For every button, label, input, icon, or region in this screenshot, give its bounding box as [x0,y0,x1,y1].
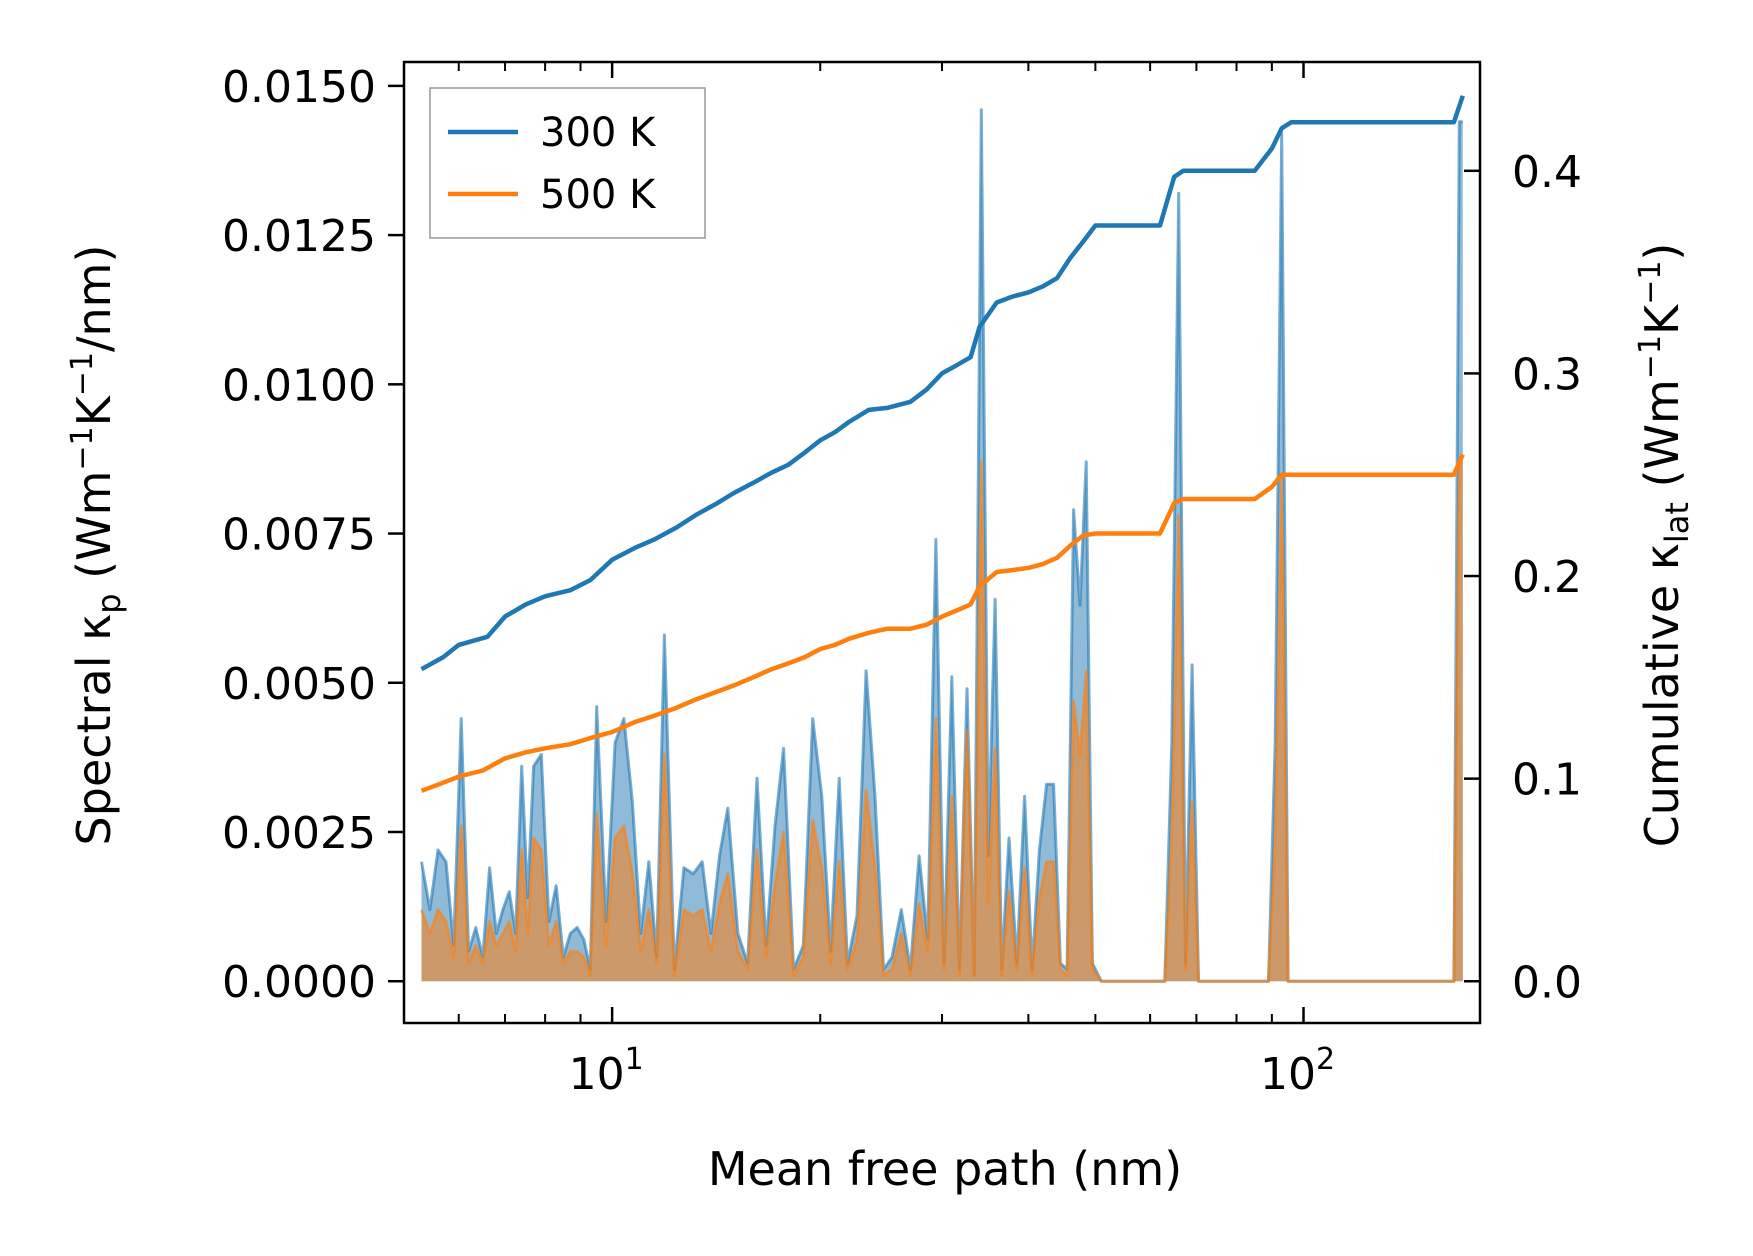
axes: 101 1020.00000.00250.00500.00750.01000.01… [222,60,1582,1100]
legend: 300 K 500 K [429,87,706,239]
x-tick-exponent: 1 [625,1042,644,1077]
spectral-line-1 [420,460,1463,983]
left-tick-label: 0.0075 [222,510,376,561]
left-tick-label: 0.0000 [222,957,376,1008]
left-tick-label: 0.0050 [222,659,376,710]
x-tick-label: 102 [1260,1042,1335,1100]
x-tick-base: 10 [569,1049,625,1100]
right-tick-label: 0.2 [1512,552,1582,603]
spectral-line-0 [420,108,1463,983]
x-tick-label: 101 [569,1042,644,1100]
right-tick-label: 0.0 [1512,957,1582,1008]
cumulative-line-0 [420,95,1465,672]
x-axis-title: Mean free path (nm) [708,1142,1182,1196]
x-tick-exponent: 2 [1316,1042,1335,1077]
right-tick-label: 0.3 [1512,349,1582,400]
legend-label-0: 300 K [540,110,657,156]
legend-box [429,87,706,239]
left-tick-label: 0.0125 [222,211,376,262]
plot-area [420,95,1465,983]
left-tick-label: 0.0150 [222,62,376,113]
right-tick-label: 0.4 [1512,147,1582,198]
right-axis-title: Cumulative κlat (Wm−1K−1) [1633,243,1696,848]
spectral-area-1 [421,461,1463,982]
left-tick-label: 0.0025 [222,808,376,859]
x-tick-base: 10 [1260,1049,1316,1100]
legend-label-1: 500 K [540,172,657,218]
left-tick-label: 0.0100 [222,360,376,411]
right-tick-label: 0.1 [1512,755,1582,806]
cumulative-line-1 [420,453,1465,793]
left-axis-title: Spectral κp (Wm−1K−1/nm) [65,245,128,846]
